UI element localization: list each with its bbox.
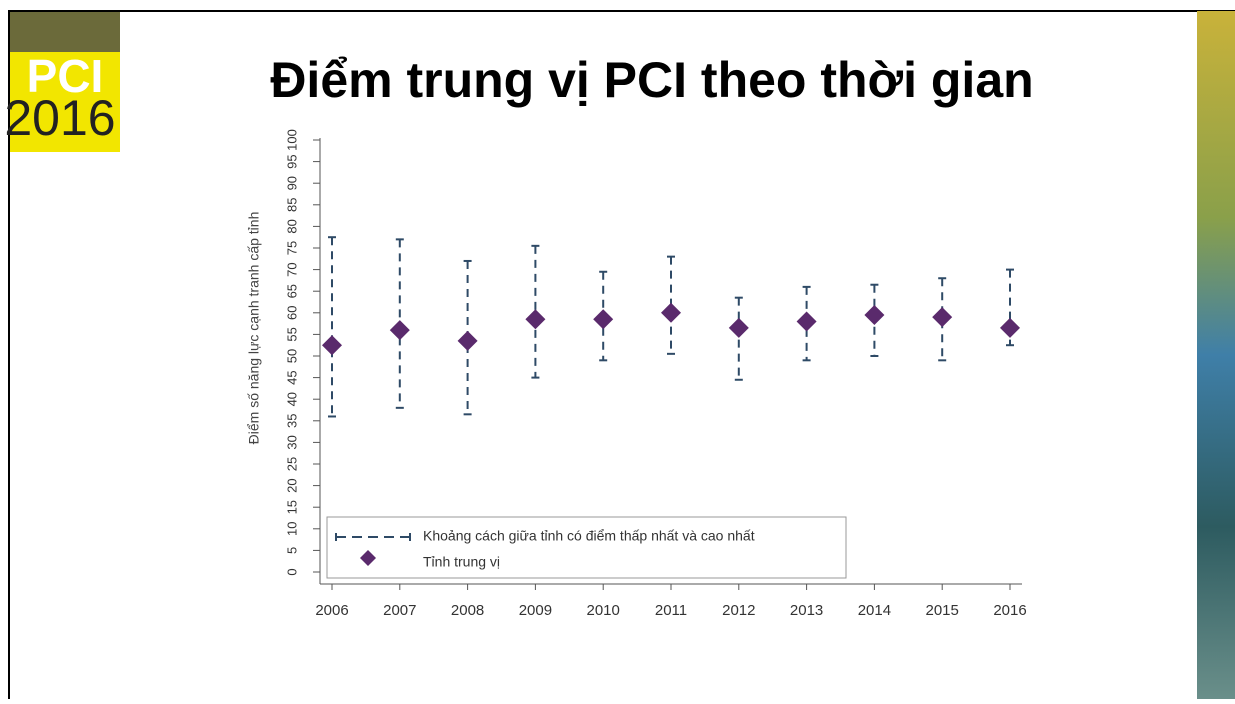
y-tick-label: 85 — [284, 198, 299, 212]
legend-key-median — [360, 550, 376, 566]
median-marker — [525, 309, 546, 330]
y-tick-label: 25 — [284, 457, 299, 471]
y-tick-label: 5 — [284, 547, 299, 554]
y-tick-label: 35 — [284, 414, 299, 428]
logo-year: 2016 — [4, 90, 115, 146]
median-marker — [661, 302, 681, 323]
median-marker — [864, 304, 885, 325]
logo-photo — [10, 12, 120, 52]
y-axis-label: Điểm số năng lực cạnh tranh cấp tỉnh — [246, 212, 262, 445]
chart-title: Điểm trung vị PCI theo thời gian — [270, 52, 1033, 108]
x-tick-label: 2007 — [383, 602, 416, 619]
y-tick-label: 30 — [284, 435, 299, 449]
x-tick-label: 2013 — [790, 602, 823, 619]
median-marker — [1000, 317, 1020, 338]
legend-label: Tỉnh trung vị — [423, 554, 500, 570]
y-tick-label: 95 — [284, 154, 299, 168]
median-marker — [932, 307, 953, 328]
y-tick-label: 50 — [284, 349, 299, 363]
y-tick-label: 70 — [284, 262, 299, 276]
x-tick-label: 2012 — [722, 602, 755, 619]
x-tick-label: 2015 — [926, 602, 959, 619]
y-tick-label: 0 — [284, 568, 299, 575]
y-tick-label: 45 — [284, 370, 299, 384]
median-marker — [457, 330, 478, 351]
x-tick-label: 2006 — [315, 602, 348, 619]
legend-box — [326, 516, 847, 579]
x-tick-label: 2014 — [858, 602, 891, 619]
median-marker — [322, 335, 342, 356]
x-tick-label: 2016 — [993, 602, 1026, 619]
x-tick-label: 2010 — [587, 602, 620, 619]
y-tick-label: 60 — [284, 306, 299, 320]
y-tick-label: 20 — [284, 478, 299, 492]
y-tick-label: 90 — [284, 176, 299, 190]
median-marker — [728, 317, 749, 338]
y-tick-label: 80 — [284, 219, 299, 233]
y-tick-label: 10 — [284, 522, 299, 536]
y-tick-label: 75 — [284, 241, 299, 255]
y-tick-label: 100 — [284, 129, 299, 151]
median-marker — [389, 320, 410, 341]
decor-strip — [1197, 11, 1235, 699]
logo-text: PCI — [27, 50, 104, 102]
median-marker — [796, 311, 817, 332]
y-tick-label: 65 — [284, 284, 299, 298]
y-tick-label: 55 — [284, 327, 299, 341]
legend-label: Khoảng cách giữa tỉnh có điểm thấp nhất … — [423, 528, 755, 544]
median-marker — [593, 309, 614, 330]
x-tick-label: 2008 — [451, 602, 484, 619]
x-tick-label: 2009 — [519, 602, 552, 619]
logo-bg — [10, 52, 120, 152]
x-tick-label: 2011 — [655, 602, 687, 619]
y-tick-label: 40 — [284, 392, 299, 406]
y-tick-label: 15 — [284, 500, 299, 514]
